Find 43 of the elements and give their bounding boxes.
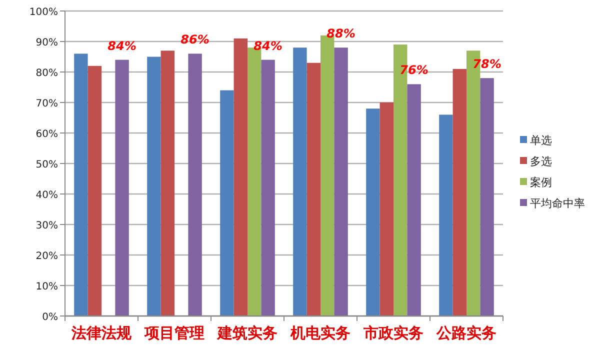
bar [115, 60, 129, 316]
y-tick-label: 90% [36, 38, 58, 48]
x-tick-label: 公路实务 [436, 324, 496, 342]
data-label: 84% [108, 38, 136, 53]
bar [380, 102, 394, 316]
bar [439, 114, 453, 316]
y-tick-label: 80% [36, 68, 58, 79]
y-tick-label: 100% [29, 7, 58, 18]
legend-label: 多选 [530, 155, 552, 168]
bar [88, 66, 102, 316]
x-tick-label: 机电实务 [290, 324, 350, 342]
bar [234, 38, 248, 316]
y-tick-label: 60% [36, 129, 58, 140]
bar [334, 48, 348, 316]
data-label: 84% [254, 38, 282, 53]
bar [407, 84, 421, 316]
data-label: 86% [180, 32, 210, 47]
bar [480, 78, 494, 316]
bar [188, 54, 202, 316]
bar [147, 56, 161, 316]
bar [220, 90, 234, 316]
x-tick-label: 法律法规 [70, 324, 132, 342]
data-label: 88% [326, 26, 356, 41]
x-tick-label: 项目管理 [144, 324, 204, 342]
x-tick-label: 建筑实务 [216, 324, 278, 342]
y-tick-label: 10% [36, 282, 58, 292]
y-tick-label: 70% [36, 98, 58, 110]
bar [160, 50, 174, 316]
bar [452, 68, 466, 316]
legend-label: 单选 [530, 134, 552, 147]
bar [306, 62, 320, 316]
y-tick-label: 30% [36, 220, 58, 232]
legend-label: 平均命中率 [530, 197, 585, 210]
y-tick-label: 40% [36, 190, 58, 201]
legend-label: 案例 [530, 176, 552, 189]
y-tick-label: 20% [36, 251, 58, 262]
bar [74, 54, 88, 316]
bar [366, 108, 380, 316]
bar [261, 60, 275, 316]
y-tick-label: 0% [42, 312, 58, 323]
x-tick-label: 市政实务 [362, 324, 424, 342]
y-tick-label: 50% [36, 160, 58, 170]
bar [293, 48, 307, 316]
